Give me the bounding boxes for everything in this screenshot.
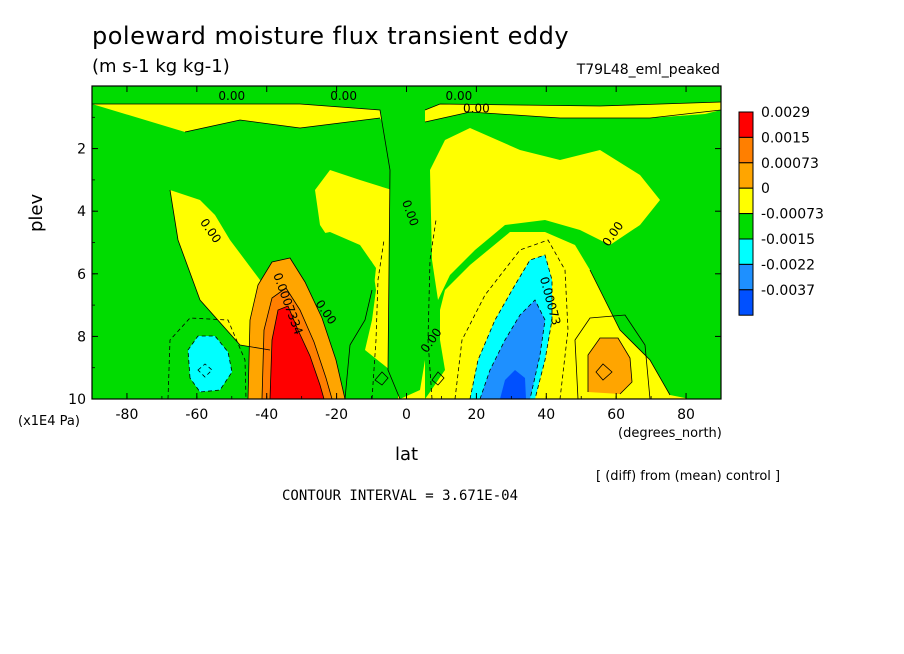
contour-line	[371, 239, 385, 400]
colorbar-label: 0.0029	[761, 105, 810, 121]
axes: -80 -60 -40 -20 0 20 40 60 80 2 4 6 8 10	[68, 86, 722, 423]
plot-area	[92, 86, 722, 400]
x-tick-label: 80	[677, 407, 695, 423]
contour-line	[587, 337, 633, 395]
contour-line	[197, 363, 213, 378]
contour-line	[344, 289, 373, 400]
colorbar-label: -0.0037	[761, 283, 815, 299]
contour-lines	[92, 101, 722, 400]
x-tick-label: 20	[467, 407, 485, 423]
diff-note: [ (diff) from (mean) control ]	[596, 469, 781, 484]
contour-line	[479, 299, 546, 400]
x-tick-label: -60	[185, 407, 208, 423]
contour-line	[184, 117, 381, 133]
colorbar-label: -0.0022	[761, 257, 815, 273]
red-core-sh	[270, 306, 324, 399]
x-tick-label: -40	[255, 407, 278, 423]
chart-title: poleward moisture flux transient eddy	[92, 22, 570, 50]
contour-line	[454, 239, 569, 400]
contour-label: 0.00	[446, 89, 473, 103]
contour-line	[269, 305, 325, 400]
contour-label: 0.00	[218, 89, 245, 103]
contour-line	[169, 189, 271, 351]
x-axis-label: lat	[395, 444, 419, 465]
colorbar-swatch	[738, 238, 754, 265]
y-tick-label: 8	[77, 329, 86, 345]
x-axis-units: (degrees_north)	[618, 426, 722, 441]
yellow-nh-upper	[430, 128, 660, 300]
colorbar-label: 0.00073	[761, 156, 819, 172]
contour-line	[427, 219, 437, 400]
x-tick-label: 40	[537, 407, 555, 423]
deep-blue-core-nh	[500, 370, 526, 399]
colorbar-swatch	[738, 213, 754, 240]
contour-line	[247, 257, 346, 400]
chart-units: (m s-1 kg kg-1)	[92, 56, 230, 77]
contour-label: 0.00	[463, 102, 490, 116]
contour-label: 0.00	[330, 89, 357, 103]
y-tick-label: 10	[68, 392, 86, 408]
y-tick-label: 6	[77, 267, 86, 283]
contour-line	[574, 314, 651, 400]
green-region-left	[92, 86, 721, 399]
colorbar-label: -0.0015	[761, 232, 815, 248]
blue-lobe-nh	[480, 300, 545, 399]
contour-line	[469, 254, 553, 400]
contour-interval: CONTOUR INTERVAL = 3.671E-04	[282, 488, 519, 504]
contour-line	[261, 287, 333, 400]
contour-line	[595, 363, 613, 381]
contour-line	[374, 371, 389, 386]
colorbar-swatch	[738, 263, 754, 291]
colorbar-label: 0	[761, 181, 770, 197]
colorbar: 0.0029 0.0015 0.00073 0 -0.00073 -0.0015 -0.00…	[738, 105, 824, 316]
contour-line	[431, 371, 445, 386]
run-label: T79L48_eml_peaked	[576, 62, 720, 78]
contour-line	[424, 101, 722, 111]
y-tick-label: 4	[77, 204, 86, 220]
contour-line	[589, 269, 671, 396]
y-tick-label: 2	[77, 142, 86, 158]
colorbar-label: -0.00073	[761, 207, 824, 223]
colorbar-swatch	[738, 289, 754, 316]
colorbar-swatch	[738, 136, 754, 164]
x-tick-label: -80	[116, 407, 139, 423]
orange-lobe-nh	[588, 338, 632, 394]
colorbar-swatch	[738, 162, 754, 189]
x-tick-label: 0	[402, 407, 411, 423]
cyan-lobe-sh	[188, 336, 232, 392]
contour-line	[167, 317, 247, 400]
y-axis-units: (x1E4 Pa)	[18, 414, 80, 429]
colorbar-swatch	[738, 111, 754, 138]
colorbar-label: 0.0015	[761, 130, 810, 146]
x-tick-label: 60	[607, 407, 625, 423]
x-tick-label: -20	[325, 407, 348, 423]
contour-line	[424, 109, 722, 123]
contour-line	[92, 103, 401, 400]
colorbar-swatch	[738, 187, 754, 215]
